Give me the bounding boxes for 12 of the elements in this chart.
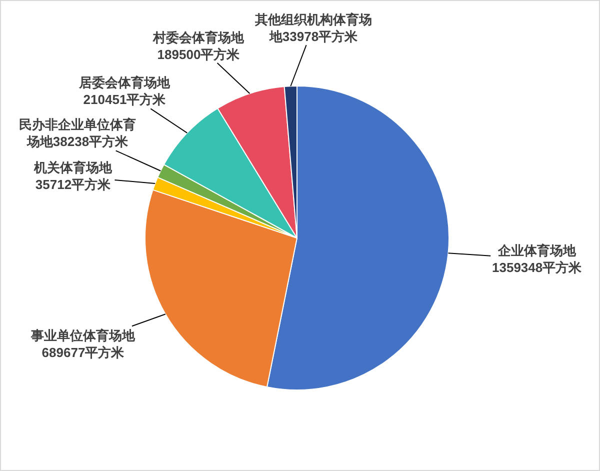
- data-label: 689677平方米: [42, 344, 126, 360]
- slice-label: 村委会体育场地: [152, 30, 245, 45]
- slice-label: 事业单位体育场地: [30, 328, 136, 343]
- slice-label: 民办非企业单位体育场地38238平方米: [19, 117, 136, 149]
- slice-label: 居委会体育场地: [78, 75, 171, 90]
- data-label: 35712平方米: [35, 176, 112, 192]
- slice-label: 企业体育场地: [496, 243, 577, 258]
- data-label: 189500平方米: [157, 46, 241, 62]
- data-label: 210451平方米: [83, 92, 167, 107]
- data-label: 1359348平方米: [492, 260, 583, 275]
- slice-label: 其他组织机构体育场地33978平方米: [254, 12, 372, 44]
- slice-label: 机关体育场地: [33, 160, 113, 175]
